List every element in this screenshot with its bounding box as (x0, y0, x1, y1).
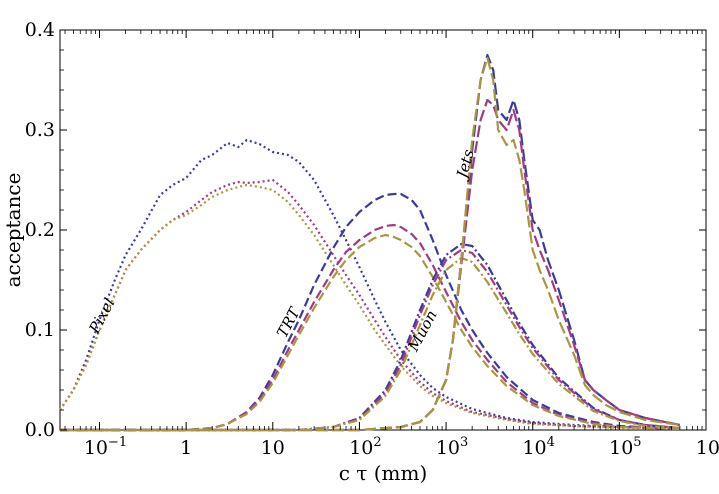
x-tick-label-base: 10 (436, 437, 460, 459)
x-axis-label: c τ (mm) (339, 461, 428, 485)
plot-frame (59, 29, 707, 431)
y-axis-label: acceptance (1, 173, 25, 288)
region-label-pixel: Pixel (85, 295, 119, 337)
series-pixel-magenta (59, 178, 680, 430)
y-tick-label: 0.3 (25, 119, 55, 141)
x-tick-label-base: 10 (84, 437, 108, 459)
x-tick-label-base: 10 (522, 437, 546, 459)
y-tick-label: 0.4 (25, 19, 55, 41)
series-jets-magenta (60, 98, 681, 432)
series-jets-blue (60, 53, 681, 432)
series-muon-blue (60, 242, 680, 432)
region-label-jets: Jets (452, 147, 478, 182)
x-tick-label: 104 (522, 435, 554, 459)
series-trt-olive (60, 233, 680, 432)
series-muon-magenta (60, 248, 680, 432)
x-tick-label: 103 (436, 435, 468, 459)
x-tick-label-exponent: 5 (633, 435, 641, 450)
x-tick-label-exponent: 3 (460, 435, 468, 450)
y-tick-label: 0.2 (25, 219, 55, 241)
x-tick-label-base: 1 (180, 437, 192, 459)
series-pixel-blue (59, 138, 680, 430)
x-tick-label-exponent: 4 (547, 435, 555, 450)
x-tick-label-base: 10 (349, 437, 373, 459)
region-label-trt: TRT (273, 304, 304, 341)
region-label-muon: Muon (404, 307, 441, 355)
series-muon-olive (60, 256, 680, 432)
x-tick-label: 10−1 (84, 435, 127, 459)
x-tick-label: 102 (349, 435, 381, 459)
series-jets-olive (60, 56, 681, 432)
x-tick-label: 105 (609, 435, 641, 459)
x-tick-label: 106 (696, 435, 719, 459)
y-tick-label: 0.1 (25, 319, 55, 341)
x-tick-label: 1 (180, 437, 192, 459)
x-tick-label-base: 10 (261, 437, 285, 459)
x-tick-label-base: 10 (609, 437, 633, 459)
x-tick-label-exponent: 2 (373, 435, 381, 450)
x-tick-label-exponent: −1 (108, 435, 127, 450)
x-tick-label: 10 (261, 437, 285, 459)
x-tick-label-base: 10 (696, 437, 719, 459)
series-trt-blue (60, 192, 680, 432)
y-tick-label: 0.0 (25, 419, 55, 441)
series-trt-magenta (60, 223, 680, 432)
series-pixel-olive (59, 183, 680, 430)
